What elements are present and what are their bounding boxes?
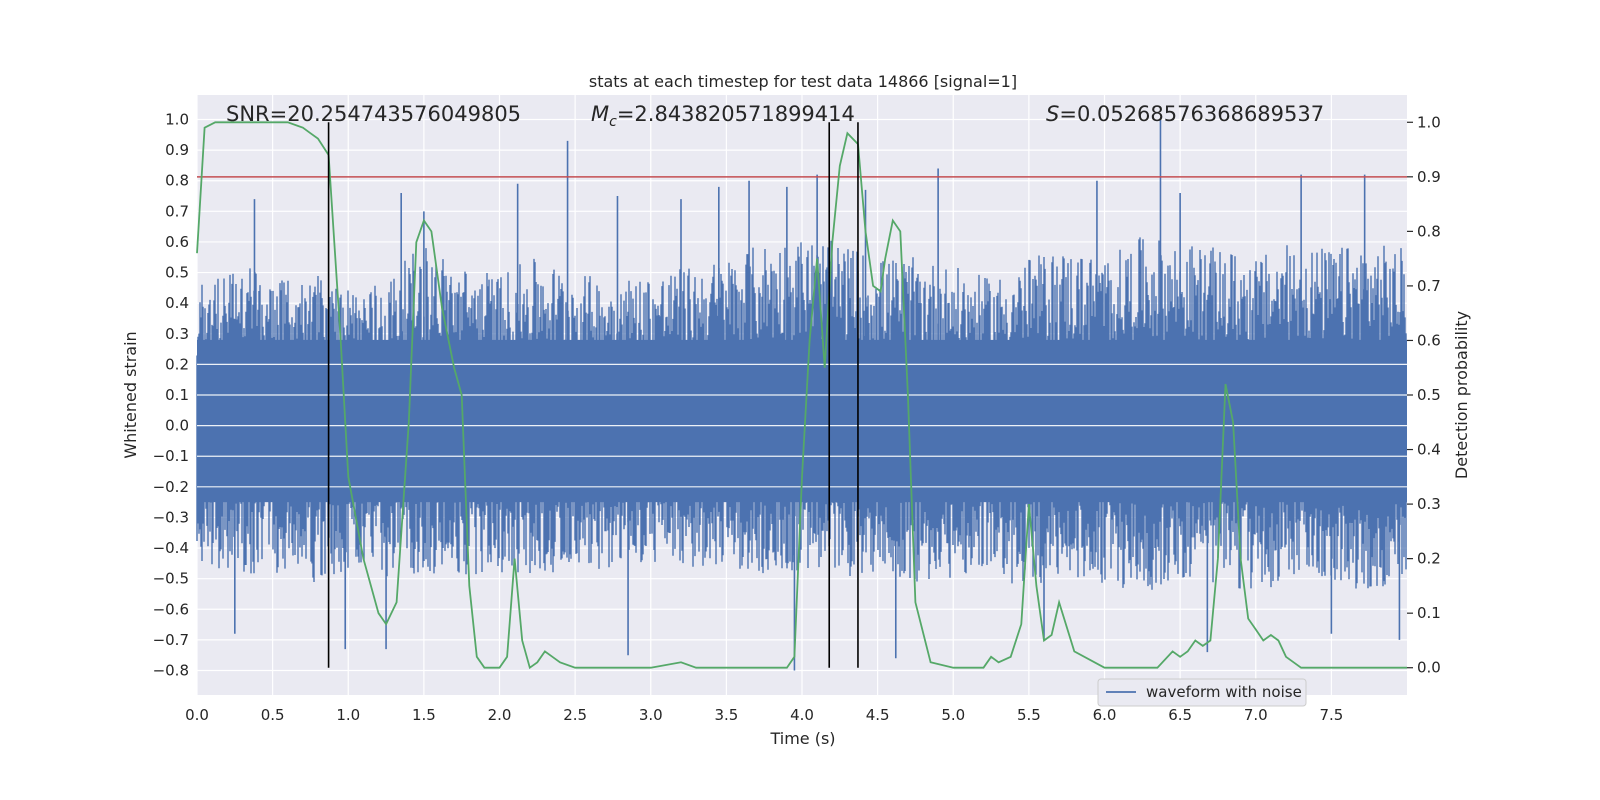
y-right-tick-label: 0.0 — [1417, 659, 1441, 677]
y-right-tick-label: 0.8 — [1417, 222, 1441, 240]
y-axis-right-ticks: 1.0 0.9 0.8 0.7 0.6 0.5 0.4 0.3 0.2 0.1 0.0 — [1407, 113, 1441, 677]
x-tick-label: 6.0 — [1093, 706, 1117, 724]
y-left-tick-label: 0.6 — [165, 233, 189, 251]
x-tick-label: 1.5 — [412, 706, 436, 724]
y-right-tick-label: 0.4 — [1417, 441, 1441, 459]
x-tick-label: 1.0 — [336, 706, 360, 724]
y-right-tick-label: 0.6 — [1417, 331, 1441, 349]
y-right-tick-label: 1.0 — [1417, 113, 1441, 131]
x-tick-label: 6.5 — [1168, 706, 1192, 724]
y-left-tick-label: 0.9 — [165, 141, 189, 159]
y-left-tick-label: −0.8 — [153, 662, 189, 680]
y-right-tick-label: 0.3 — [1417, 495, 1441, 513]
x-tick-label: 2.5 — [563, 706, 587, 724]
x-tick-label: 3.5 — [714, 706, 738, 724]
y-left-tick-label: −0.4 — [153, 539, 189, 557]
y-left-tick-label: 1.0 — [165, 110, 189, 128]
y-axis-left-label: Whitened strain — [121, 331, 140, 458]
x-tick-label: 4.0 — [790, 706, 814, 724]
y-left-tick-label: −0.3 — [153, 508, 189, 526]
x-tick-label: 4.5 — [866, 706, 890, 724]
y-right-tick-label: 0.9 — [1417, 168, 1441, 186]
legend-box — [1097, 678, 1307, 707]
chirp-mass-value: =2.843820571899414 — [617, 102, 855, 126]
y-axis-right-label: Detection probability — [1452, 311, 1471, 479]
y-left-tick-label: −0.7 — [153, 631, 189, 649]
y-left-tick-label: 0.3 — [165, 325, 189, 343]
x-tick-label: 3.0 — [639, 706, 663, 724]
x-tick-label: 5.5 — [1017, 706, 1041, 724]
chirp-mass-symbol: M — [591, 102, 609, 126]
s-annotation: S=0.05268576368689537 — [1046, 102, 1324, 126]
x-tick-label: 5.0 — [941, 706, 965, 724]
chart-title: stats at each timestep for test data 148… — [589, 72, 1017, 91]
y-right-tick-label: 0.5 — [1417, 386, 1441, 404]
snr-annotation: SNR=20.254743576049805 — [226, 102, 521, 126]
legend: waveform with noise — [1097, 678, 1307, 707]
y-axis-left-ticks: 1.0 0.9 0.8 0.7 0.6 0.5 0.4 0.3 0.2 0.1 0.0 −0.1 −0.… — [153, 110, 189, 679]
x-tick-label: 7.5 — [1319, 706, 1343, 724]
x-tick-label: 2.0 — [488, 706, 512, 724]
x-tick-label: 0.5 — [261, 706, 285, 724]
chirp-mass-subscript: c — [609, 114, 617, 130]
waveform-series — [196, 119, 1407, 671]
legend-label: waveform with noise — [1146, 683, 1302, 701]
y-left-tick-label: −0.2 — [153, 478, 189, 496]
y-right-tick-label: 0.2 — [1417, 550, 1441, 568]
s-symbol: S — [1046, 102, 1059, 126]
y-right-tick-label: 0.1 — [1417, 604, 1441, 622]
y-left-tick-label: 0.4 — [165, 294, 189, 312]
s-value: =0.05268576368689537 — [1059, 102, 1324, 126]
y-left-tick-label: −0.1 — [153, 447, 189, 465]
x-tick-label: 7.0 — [1244, 706, 1268, 724]
y-left-tick-label: −0.6 — [153, 600, 189, 618]
x-tick-label: 0.0 — [185, 706, 209, 724]
y-left-tick-label: 0.1 — [165, 386, 189, 404]
y-left-tick-label: −0.5 — [153, 570, 189, 588]
y-left-tick-label: 0.8 — [165, 172, 189, 190]
x-axis-label: Time (s) — [769, 729, 835, 748]
y-left-tick-label: 0.7 — [165, 202, 189, 220]
x-axis-ticks: 0.0 0.5 1.0 1.5 2.0 2.5 3.0 3.5 4.0 4.5 5.0 5.5 6.0 6… — [185, 706, 1343, 724]
y-left-tick-label: 0.0 — [165, 417, 189, 435]
y-right-tick-label: 0.7 — [1417, 277, 1441, 295]
chirp-mass-annotation: Mc=2.843820571899414 — [591, 102, 855, 130]
y-left-tick-label: 0.2 — [165, 355, 189, 373]
vertical-markers — [327, 122, 859, 668]
y-left-tick-label: 0.5 — [165, 264, 189, 282]
